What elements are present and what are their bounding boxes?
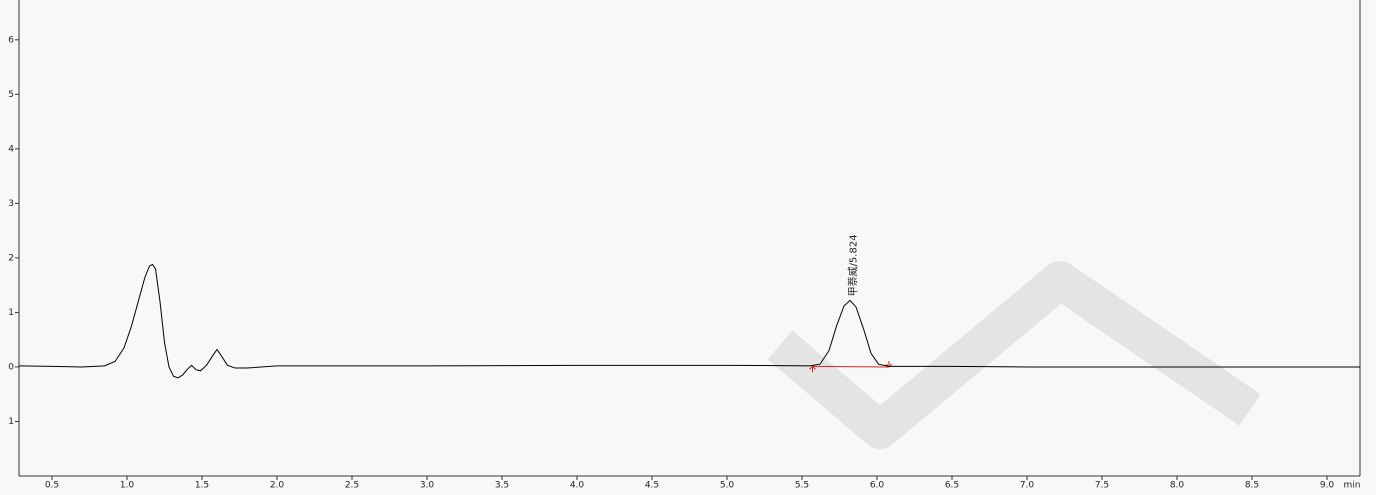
watermark	[767, 261, 1261, 449]
x-tick-label: 7.5	[1095, 481, 1109, 491]
x-tick-label: 4.0	[570, 481, 585, 491]
x-tick-label: 1.5	[195, 481, 209, 491]
y-tick-label: 6	[8, 35, 14, 45]
x-tick-label: 9.0	[1320, 481, 1335, 491]
peak-label: 甲萘威/5.824	[847, 234, 860, 296]
x-tick-label: 2.5	[345, 481, 359, 491]
x-tick-label: 5.5	[795, 481, 809, 491]
x-tick-label: 8.5	[1245, 481, 1259, 491]
x-tick-label: 2.0	[270, 481, 285, 491]
x-tick-label: 5.0	[720, 481, 735, 491]
y-tick-label: 0	[8, 362, 14, 372]
x-tick-label: 3.0	[420, 481, 435, 491]
x-tick-label: 6.0	[870, 481, 885, 491]
x-tick-label: 4.5	[645, 481, 659, 491]
y-tick-label: 2	[8, 253, 14, 263]
x-axis-unit: min	[1344, 481, 1361, 491]
signal-line	[18, 263, 1360, 379]
x-tick-label: 8.0	[1170, 481, 1185, 491]
watermark-shape	[767, 261, 1261, 449]
y-tick-label: 1	[8, 417, 14, 427]
y-tick-label: 5	[8, 90, 14, 100]
x-tick-label: 6.5	[945, 481, 959, 491]
x-tick-label: 0.5	[45, 481, 59, 491]
x-tick-label: 3.5	[495, 481, 509, 491]
y-tick-label: 1	[8, 308, 14, 318]
y-tick-label: 4	[8, 144, 14, 154]
integration-baseline	[812, 365, 890, 368]
x-tick-label: 1.0	[120, 481, 135, 491]
y-tick-label: 3	[8, 199, 14, 209]
integration-marker	[809, 365, 816, 373]
x-tick-label: 7.0	[1020, 481, 1035, 491]
